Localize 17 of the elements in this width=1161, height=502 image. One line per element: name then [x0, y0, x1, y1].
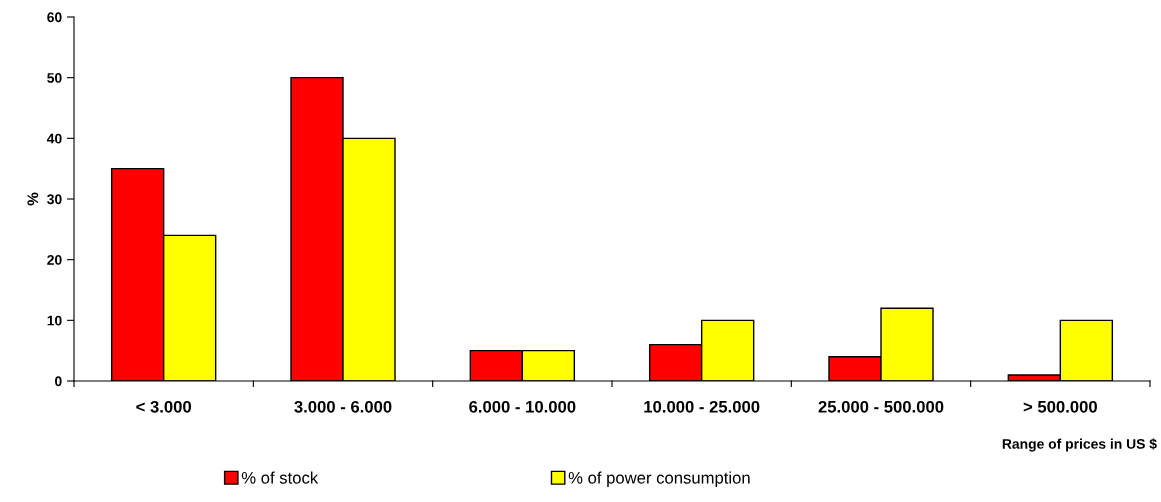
y-tick-label: 20 — [47, 255, 62, 265]
y-tick-label: 0 — [55, 376, 62, 387]
x-tick-label: 10.000 - 25.000 — [644, 400, 760, 413]
x-tick-label: 3.000 - 6.000 — [294, 400, 392, 413]
x-tick-label: 6.000 - 10.000 — [469, 400, 576, 413]
x-tick-label: < 3.000 — [136, 400, 192, 413]
x-tick-label: > 500.000 — [1023, 400, 1097, 413]
y-tick-label: 30 — [47, 194, 62, 205]
x-tick-label: 25.000 - 500.000 — [818, 400, 944, 413]
y-tick-label: 40 — [46, 133, 62, 144]
x-axis-title: Range of prices in US $ — [1002, 438, 1157, 452]
y-axis-title: % — [27, 192, 39, 206]
y-tick-label: 10 — [47, 315, 62, 326]
y-tick-label: 60 — [47, 12, 62, 23]
y-tick-label: 50 — [47, 73, 62, 83]
legend-label: % of power consumption — [568, 471, 750, 487]
legend-label: % of stock — [241, 471, 319, 484]
